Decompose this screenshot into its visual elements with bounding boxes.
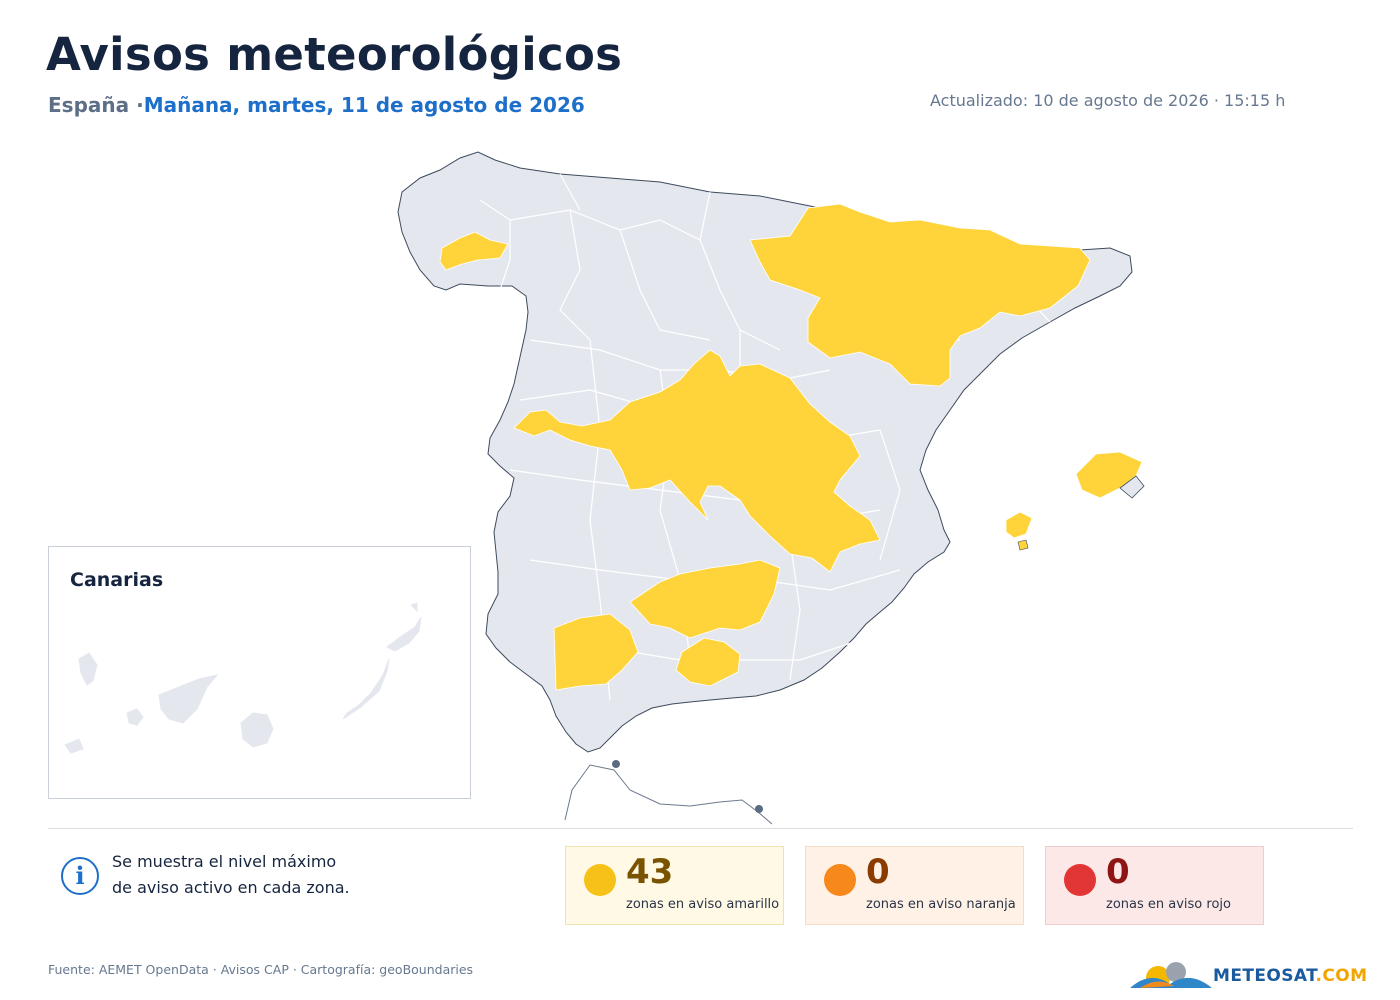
- updated-timestamp: Actualizado: 10 de agosto de 2026 · 15:1…: [930, 91, 1286, 110]
- brand-part-meteo: METEO: [1213, 966, 1282, 986]
- info-line-1: Se muestra el nivel máximo: [112, 852, 337, 871]
- island-fuerteventura: [342, 658, 390, 720]
- island-la-palma: [78, 652, 98, 686]
- island-lanzarote: [386, 616, 422, 652]
- yellow-count: 43: [626, 852, 674, 892]
- footer-divider: [48, 828, 1353, 829]
- red-count: 0: [1106, 852, 1130, 892]
- formentera: [1017, 539, 1029, 551]
- brand-part-sat: SAT: [1281, 966, 1316, 986]
- summary-card-orange: 0 zonas en aviso naranja: [805, 846, 1024, 925]
- canarias-title: Canarias: [70, 569, 164, 591]
- zone-galicia: [439, 231, 509, 271]
- page-title: Avisos meteorológicos: [46, 28, 623, 81]
- orange-count: 0: [866, 852, 890, 892]
- mallorca-grey: [1119, 475, 1145, 499]
- subtitle-separator: ·: [129, 93, 144, 117]
- orange-level-icon: [824, 864, 856, 896]
- info-icon: i: [61, 857, 99, 895]
- yellow-level-icon: [584, 864, 616, 896]
- brand-logo: METEOSAT.COM: [1130, 958, 1367, 988]
- zone-andalucia-jaen: [629, 559, 781, 639]
- north-africa-coast: [564, 764, 773, 825]
- island-gran-canaria: [240, 712, 274, 748]
- island-la-graciosa: [410, 602, 418, 613]
- spain-warning-map: [397, 151, 1145, 825]
- red-label: zonas en aviso rojo: [1106, 897, 1231, 912]
- yellow-label: zonas en aviso amarillo: [626, 897, 780, 912]
- info-line-2: de aviso activo en cada zona.: [112, 878, 350, 897]
- info-text: Se muestra el nivel máximo de aviso acti…: [112, 849, 350, 901]
- orange-label: zonas en aviso naranja: [866, 897, 1016, 912]
- zone-andalucia-west: [553, 613, 639, 691]
- forecast-date: Mañana, martes, 11 de agosto de 2026: [143, 93, 585, 117]
- brand-part-com: .COM: [1315, 966, 1368, 986]
- zone-ebro-pyrenees: [749, 203, 1091, 387]
- summary-card-red: 0 zonas en aviso rojo: [1045, 846, 1264, 925]
- page-subtitle: España ·Mañana, martes, 11 de agosto de …: [48, 93, 585, 117]
- canarias-inset: Canarias: [48, 546, 471, 799]
- country-label: España: [48, 93, 130, 117]
- brand-sun-cloud-icon: [1130, 962, 1212, 988]
- island-la-gomera: [126, 708, 144, 726]
- red-level-icon: [1064, 864, 1096, 896]
- source-credit: Fuente: AEMET OpenData · Avisos CAP · Ca…: [48, 962, 474, 977]
- island-tenerife: [158, 674, 219, 724]
- zone-ibiza: [1005, 511, 1033, 539]
- yellow-warning-zones: [439, 203, 1143, 691]
- zone-andalucia-malaga: [675, 637, 741, 687]
- zone-central-belt: [513, 349, 881, 573]
- melilla-marker: [755, 805, 763, 813]
- island-el-hierro: [64, 738, 84, 754]
- brand-wordmark: METEOSAT.COM: [1213, 966, 1367, 986]
- ceuta-marker: [612, 760, 620, 768]
- summary-card-yellow: 43 zonas en aviso amarillo: [565, 846, 784, 925]
- canarias-map: [64, 602, 422, 754]
